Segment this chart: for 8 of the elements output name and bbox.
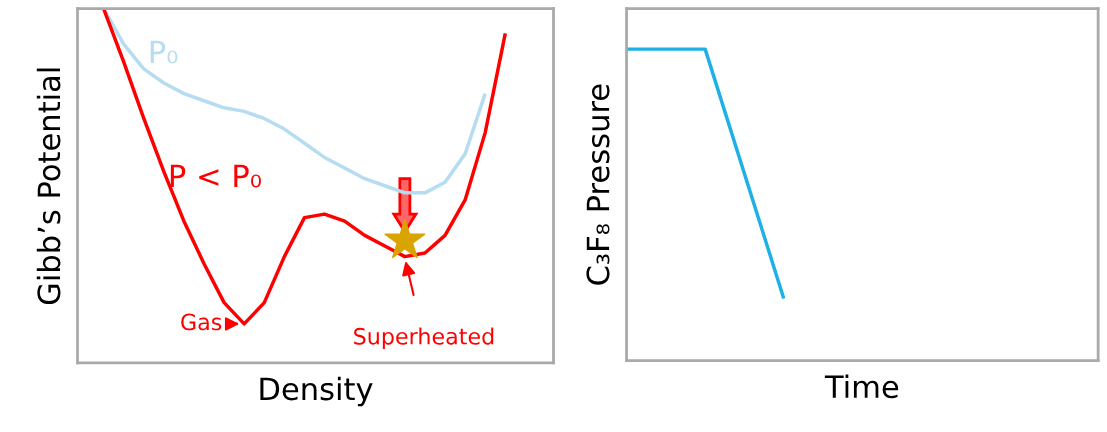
x-axis-title: Density <box>260 376 373 407</box>
y-axis-title: Gibb’s Potential <box>36 68 61 305</box>
x-axis-title: Time <box>824 374 899 399</box>
annotation: Gas <box>181 313 222 331</box>
y-axis-title: C₃F₈ Pressure <box>586 84 610 285</box>
annotation: Superheated <box>354 327 494 349</box>
series-label: P₀ <box>150 40 178 64</box>
series-label: P < P₀ <box>170 164 261 188</box>
